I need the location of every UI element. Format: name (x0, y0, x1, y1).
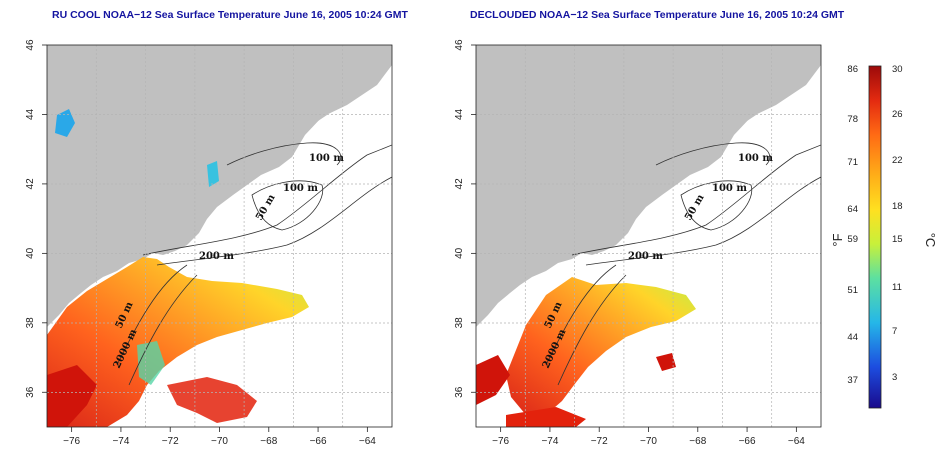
left-y-tick-label: 44 (25, 108, 36, 120)
right-y-tick-label: 44 (454, 108, 465, 120)
left-contour-label-100m-b: 100 m (283, 183, 318, 194)
colorbar-fahrenheit-label: 71 (847, 157, 858, 168)
right-map-axes: −76 −74 −72 −70 −68 −66 −64 36 38 40 42 44 46 (454, 39, 805, 447)
colorbar-fahrenheit-label: 64 (847, 204, 858, 215)
colorbar-celsius-label: 11 (892, 282, 902, 293)
colorbar-fahrenheit-unit: °F (830, 233, 845, 246)
right-x-tick-label: −74 (541, 436, 558, 447)
right-y-tick-label: 36 (454, 386, 465, 398)
left-x-tick-label: −72 (162, 436, 179, 447)
right-contour-label-100m-b: 100 m (712, 183, 747, 194)
right-y-tick-label: 38 (454, 317, 465, 329)
left-x-tick-label: −76 (63, 436, 80, 447)
right-sst-patch (506, 277, 696, 415)
left-contour-label-100m-a: 100 m (309, 153, 344, 164)
colorbar-fahrenheit-label: 51 (847, 285, 858, 296)
left-x-tick-label: −66 (310, 436, 327, 447)
left-x-tick-label: −74 (112, 436, 129, 447)
colorbar-fahrenheit-label: 78 (847, 114, 858, 125)
colorbar-celsius-label: 26 (892, 109, 903, 120)
left-map-axes: −76 −74 −72 −70 −68 −66 −64 36 38 40 42 44 46 (25, 39, 376, 447)
colorbar-fahrenheit-label: 44 (847, 332, 858, 343)
right-x-tick-label: −66 (739, 436, 756, 447)
left-x-tick-label: −70 (211, 436, 228, 447)
right-x-tick-label: −70 (640, 436, 657, 447)
right-map-panel: 100 m 100 m 50 m 200 m 50 m 2000 m (475, 44, 822, 428)
left-map-panel: 100 m 100 m 50 m 200 m 50 m 2000 m (46, 44, 393, 428)
left-y-tick-label: 40 (25, 247, 36, 259)
colorbar-gradient (868, 65, 882, 409)
right-x-tick-label: −68 (689, 436, 706, 447)
colorbar-celsius-label: 3 (892, 372, 897, 383)
right-map-title: DECLOUDED NOAA−12 Sea Surface Temperatur… (470, 9, 845, 21)
left-y-tick-label: 46 (25, 39, 36, 51)
colorbar-fahrenheit-label: 37 (847, 375, 858, 386)
right-x-tick-label: −72 (591, 436, 608, 447)
left-y-tick-label: 36 (25, 386, 36, 398)
right-x-tick-label: −76 (492, 436, 509, 447)
colorbar-celsius-label: 7 (892, 326, 897, 337)
colorbar-celsius-label: 18 (892, 201, 903, 212)
colorbar-celsius-label: 30 (892, 64, 903, 75)
colorbar: 86 78 71 64 59 51 44 37 30 26 22 18 15 11 7 3 °F °C (830, 64, 938, 409)
left-map-title: RU COOL NOAA−12 Sea Surface Temperature … (52, 9, 408, 21)
right-contour-label-200m: 200 m (628, 251, 663, 262)
colorbar-ticks: 86 78 71 64 59 51 44 37 30 26 22 18 15 11 7 3 (847, 64, 902, 386)
colorbar-celsius-unit: °C (923, 233, 938, 248)
left-contour-label-200m: 200 m (199, 251, 234, 262)
colorbar-fahrenheit-label: 59 (847, 234, 858, 245)
right-y-tick-label: 40 (454, 247, 465, 259)
colorbar-fahrenheit-label: 86 (847, 64, 858, 75)
colorbar-celsius-label: 22 (892, 155, 903, 166)
right-y-tick-label: 42 (454, 178, 465, 190)
left-y-tick-label: 38 (25, 317, 36, 329)
right-x-tick-label: −64 (788, 436, 805, 447)
colorbar-celsius-label: 15 (892, 234, 903, 245)
left-x-tick-label: −64 (359, 436, 376, 447)
right-contour-label-100m-a: 100 m (738, 153, 773, 164)
right-y-tick-label: 46 (454, 39, 465, 51)
left-x-tick-label: −68 (260, 436, 277, 447)
left-y-tick-label: 42 (25, 178, 36, 190)
left-sst-patch (47, 257, 309, 427)
